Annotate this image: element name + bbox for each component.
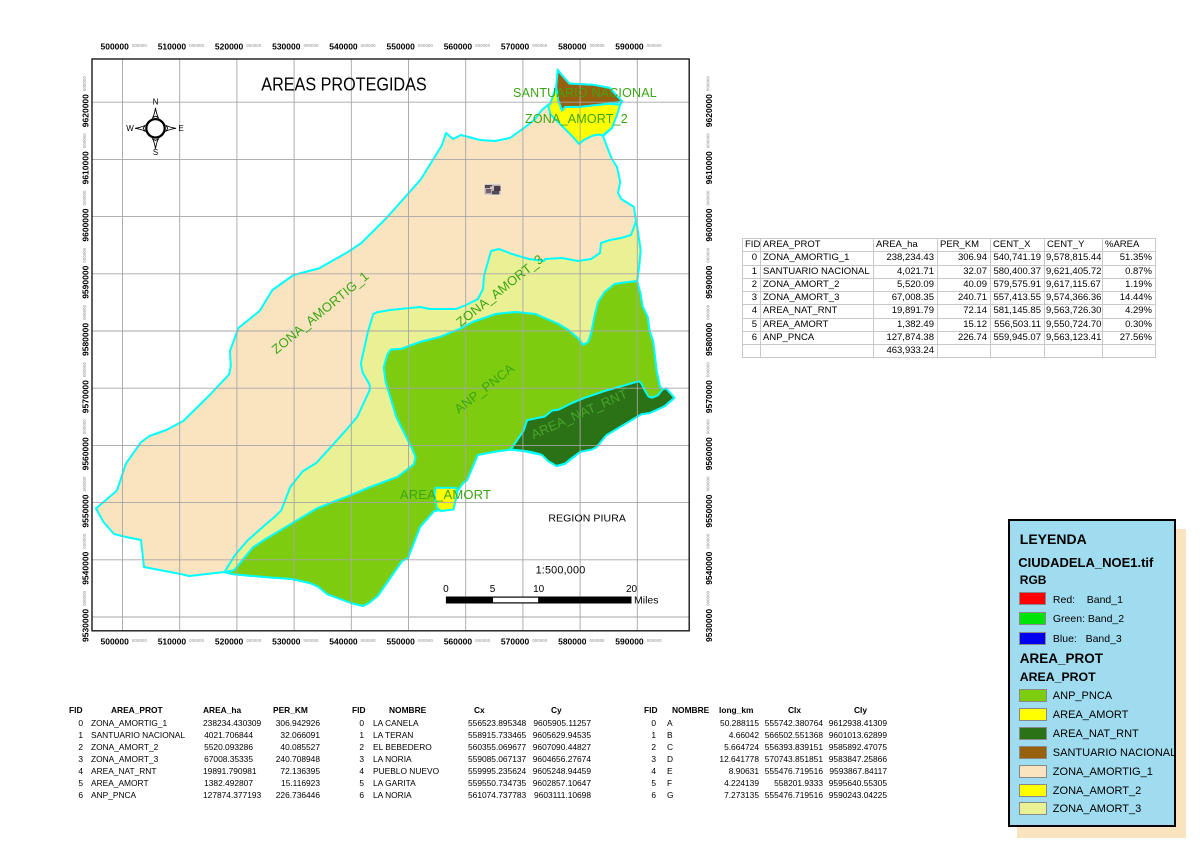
svg-text:9570000000000: 9570000000000: [704, 362, 714, 414]
svg-text:530000000000: 530000 000000: [272, 42, 319, 52]
svg-text:9620000000000: 9620000000000: [704, 76, 714, 128]
svg-text:590000000000: 590000 000000: [615, 637, 662, 647]
svg-text:550000000000: 550000 000000: [387, 637, 434, 647]
svg-text:AREA_AMORT: AREA_AMORT: [400, 487, 491, 502]
svg-text:ZONA_AMORT_2: ZONA_AMORT_2: [525, 112, 628, 126]
svg-text:9570000000000: 9570000000000: [81, 362, 91, 414]
svg-text:590000000000: 590000 000000: [615, 42, 662, 52]
svg-text:5: 5: [490, 584, 496, 595]
svg-text:570000000000: 570000 000000: [501, 637, 548, 647]
svg-text:E: E: [178, 124, 183, 133]
svg-text:REGION PIURA: REGION PIURA: [548, 513, 626, 525]
svg-text:1:500,000: 1:500,000: [536, 565, 586, 577]
svg-text:9610000000000: 9610000000000: [704, 133, 714, 185]
svg-text:540000000000: 540000 000000: [329, 637, 376, 647]
svg-text:560000000000: 560000 000000: [444, 637, 491, 647]
svg-text:580000000000: 580000 000000: [558, 637, 605, 647]
svg-text:9620000000000: 9620000000000: [81, 76, 91, 128]
svg-text:AREAS PROTEGIDAS: AREAS PROTEGIDAS: [261, 74, 426, 95]
svg-text:9580000000000: 9580000000000: [81, 304, 91, 356]
svg-text:N: N: [153, 98, 159, 107]
svg-text:9600000000000: 9600000000000: [81, 190, 91, 242]
svg-text:540000000000: 540000 000000: [329, 42, 376, 52]
svg-text:9530000000000: 9530000000000: [704, 590, 714, 642]
svg-text:0: 0: [443, 584, 449, 595]
svg-text:9590000000000: 9590000000000: [704, 247, 714, 299]
svg-text:560000000000: 560000 000000: [444, 42, 491, 52]
svg-text:Miles: Miles: [634, 595, 659, 607]
svg-text:9610000000000: 9610000000000: [81, 133, 91, 185]
svg-text:9560000000000: 9560000000000: [704, 419, 714, 471]
svg-text:9540000000000: 9540000000000: [704, 533, 714, 585]
svg-text:9600000000000: 9600000000000: [704, 190, 714, 242]
svg-text:SANTUARIO NACIONAL: SANTUARIO NACIONAL: [513, 86, 657, 100]
svg-text:9540000000000: 9540000000000: [81, 533, 91, 585]
svg-text:9560000000000: 9560000000000: [81, 419, 91, 471]
svg-text:W: W: [126, 124, 134, 133]
svg-text:10: 10: [533, 584, 545, 595]
svg-text:9530000000000: 9530000000000: [81, 590, 91, 642]
svg-text:580000000000: 580000 000000: [558, 42, 605, 52]
svg-text:9550000000000: 9550000000000: [704, 476, 714, 528]
svg-text:570000000000: 570000 000000: [501, 42, 548, 52]
svg-text:530000000000: 530000 000000: [272, 637, 319, 647]
svg-text:9590000000000: 9590000000000: [81, 247, 91, 299]
svg-text:550000000000: 550000 000000: [387, 42, 434, 52]
svg-text:20: 20: [626, 584, 638, 595]
svg-text:9550000000000: 9550000000000: [81, 476, 91, 528]
svg-text:S: S: [153, 148, 158, 157]
svg-text:9580000000000: 9580000000000: [704, 304, 714, 356]
